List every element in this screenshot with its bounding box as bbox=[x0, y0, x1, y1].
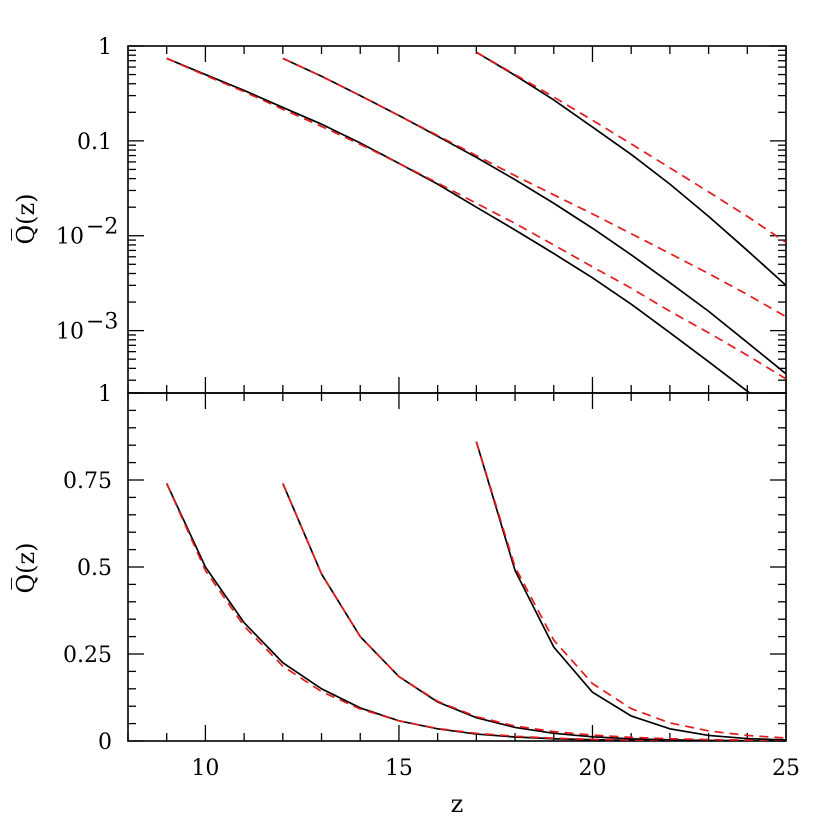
y-tick-label: 0.5 bbox=[77, 556, 112, 581]
series-line-solid-0 bbox=[166, 57, 752, 393]
x-tick-label: 20 bbox=[578, 756, 606, 781]
series-line-solid-4 bbox=[475, 51, 786, 286]
series-line-dashed-5 bbox=[475, 51, 786, 244]
series-line-dashed-5 bbox=[475, 441, 786, 739]
series-line-solid-0 bbox=[165, 483, 786, 741]
y-tick-label: 0.1 bbox=[77, 130, 112, 155]
y-tick-label-exponent: −3 bbox=[86, 310, 118, 335]
series-line-dashed-3 bbox=[282, 483, 786, 741]
series-line-solid-2 bbox=[282, 57, 786, 375]
top-panel-log-scale: 10.110−210−3 bbox=[56, 35, 787, 394]
series-line-dashed-3 bbox=[282, 57, 786, 318]
series-line-solid-2 bbox=[282, 483, 786, 741]
plot-frame-bottom bbox=[127, 392, 787, 742]
y-tick-label: 10 bbox=[56, 320, 84, 345]
plot-frame-top bbox=[127, 45, 787, 394]
y-tick-label: 10 bbox=[56, 225, 84, 250]
y-tick-label: 0.75 bbox=[63, 469, 112, 494]
series-line-dashed-1 bbox=[166, 57, 786, 380]
x-axis-label: z bbox=[451, 790, 464, 818]
x-tick-label: 15 bbox=[385, 756, 413, 781]
y-tick-label-exponent: −2 bbox=[86, 215, 118, 240]
y-axis-label-bottom: Q̅(z) bbox=[12, 542, 40, 593]
series-line-solid-4 bbox=[475, 441, 786, 741]
bottom-panel-linear-scale: 1 0.75 0.5 0.25 0 10 15 20 25 bbox=[63, 382, 800, 781]
y-tick-label: 0 bbox=[98, 730, 112, 755]
x-tick-label: 10 bbox=[191, 756, 219, 781]
y-axis-label-top: Q̅(z) bbox=[12, 193, 40, 244]
x-tick-label: 25 bbox=[772, 756, 800, 781]
y-tick-label: 1 bbox=[98, 35, 112, 60]
y-tick-label: 1 bbox=[98, 382, 112, 407]
y-tick-label: 0.25 bbox=[63, 643, 112, 668]
series-line-dashed-1 bbox=[165, 483, 786, 741]
